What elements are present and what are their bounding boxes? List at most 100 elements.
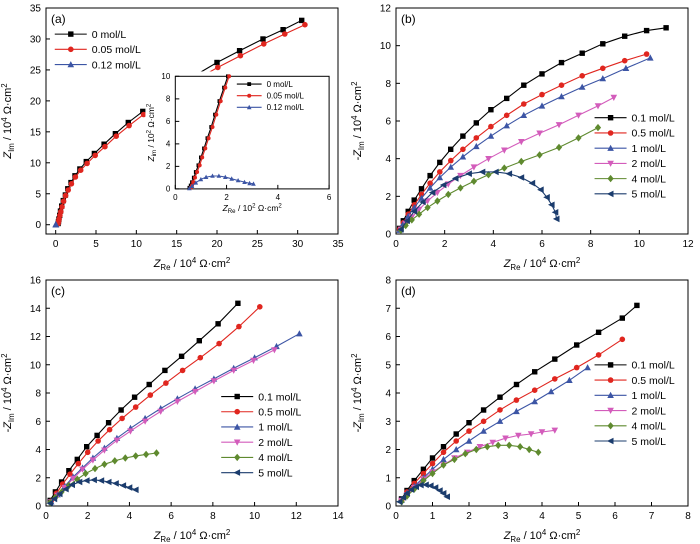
svg-text:0: 0 xyxy=(35,220,41,231)
triangle-up-marker xyxy=(607,144,614,151)
triangle-up-marker xyxy=(426,184,434,191)
svg-text:5: 5 xyxy=(385,360,391,371)
circle-marker xyxy=(600,65,606,72)
triangle-down-marker xyxy=(101,447,108,454)
circle-marker xyxy=(113,133,119,139)
square-marker xyxy=(196,338,202,344)
panel-b-y-axis: 0 2 4 6 8 10 12 xyxy=(380,4,400,241)
triangle-left-marker xyxy=(422,481,429,489)
triangle-down-marker xyxy=(607,160,614,167)
circle-marker xyxy=(448,157,454,164)
panel-a-legend-label-0-12-mol-l: 0.12 mol/L xyxy=(92,59,141,71)
square-marker xyxy=(280,27,286,33)
panel-d-x-axis: 0 1 2 3 4 5 6 7 8 xyxy=(393,502,691,522)
square-marker xyxy=(118,407,124,413)
circle-marker xyxy=(503,112,510,119)
triangle-down-marker xyxy=(434,189,441,197)
triangle-left-marker xyxy=(465,170,472,177)
svg-text:3: 3 xyxy=(503,511,509,522)
square-marker xyxy=(299,17,305,24)
triangle-left-marker xyxy=(606,437,614,445)
circle-marker xyxy=(147,392,154,398)
triangle-left-marker xyxy=(104,478,112,486)
svg-text:6: 6 xyxy=(327,193,332,202)
triangle-down-marker xyxy=(555,122,563,129)
panel-b-legend-label-0-5-mol-l: 0.5 mol/L xyxy=(632,128,675,140)
circle-marker xyxy=(440,449,447,456)
square-marker xyxy=(214,59,220,66)
diamond-marker xyxy=(607,174,614,183)
triangle-up-marker xyxy=(216,173,222,178)
square-marker xyxy=(105,420,112,426)
triangle-down-marker xyxy=(489,439,496,446)
square-marker xyxy=(634,302,640,309)
triangle-left-marker xyxy=(395,498,403,506)
triangle-left-marker xyxy=(492,168,499,176)
square-marker xyxy=(643,27,650,34)
triangle-left-marker xyxy=(431,484,439,491)
triangle-left-marker xyxy=(439,181,447,189)
svg-text:6: 6 xyxy=(385,117,391,128)
diamond-marker xyxy=(485,171,492,179)
square-marker xyxy=(619,315,625,321)
svg-text:2: 2 xyxy=(85,511,91,522)
triangle-up-marker xyxy=(558,93,565,100)
svg-text:0: 0 xyxy=(385,502,391,513)
svg-text:0: 0 xyxy=(35,502,41,513)
triangle-down-marker xyxy=(538,429,546,436)
svg-text:20: 20 xyxy=(211,239,223,250)
square-marker xyxy=(140,108,146,115)
circle-marker xyxy=(473,135,480,141)
panel-a-letter: (a) xyxy=(51,12,66,26)
svg-text:12: 12 xyxy=(30,332,42,343)
panel-b-legend: 0.1 mol/L 0.5 mol/L 1 mol/L 2 mol/L 4 mol/L 5… xyxy=(594,113,675,201)
circle-marker xyxy=(203,146,208,151)
triangle-left-marker xyxy=(399,494,407,501)
svg-text:8: 8 xyxy=(385,79,391,90)
panel-c-legend-label-0-5-mol-l: 0.5 mol/L xyxy=(258,407,301,419)
diamond-marker xyxy=(111,457,118,465)
circle-marker xyxy=(466,428,472,434)
triangle-left-marker xyxy=(543,194,550,201)
triangle-up-marker xyxy=(459,153,467,160)
triangle-up-marker xyxy=(203,174,209,179)
panel-b-letter: (b) xyxy=(401,12,416,26)
circle-marker xyxy=(84,449,91,456)
circle-marker xyxy=(552,376,558,382)
triangle-down-marker xyxy=(457,172,464,180)
triangle-down-marker xyxy=(127,428,134,435)
triangle-down-marker xyxy=(502,435,509,442)
diamond-marker xyxy=(506,441,513,449)
circle-marker xyxy=(453,438,459,444)
svg-text:8: 8 xyxy=(210,511,216,522)
square-marker xyxy=(622,33,628,39)
circle-marker xyxy=(126,122,132,129)
svg-text:0: 0 xyxy=(393,239,399,250)
diamond-marker xyxy=(153,449,160,457)
triangle-up-marker xyxy=(531,398,538,405)
triangle-left-marker xyxy=(90,476,97,484)
triangle-up-marker xyxy=(198,176,204,182)
panel-c-legend-label-5-mol-l: 5 mol/L xyxy=(258,467,293,479)
panel-a-legend: 0 mol/L 0.05 mol/L 0.12 mol/L xyxy=(54,29,141,71)
triangle-down-marker xyxy=(607,407,614,414)
circle-marker xyxy=(140,111,147,118)
svg-text:0: 0 xyxy=(166,185,171,194)
panel-c-background xyxy=(0,272,350,544)
triangle-down-marker xyxy=(113,437,121,444)
panel-a-y-axis-label: ZIm / 104 Ω·cm2 xyxy=(0,83,16,159)
panel-c-series-5-mol-l xyxy=(46,476,139,507)
triangle-left-marker xyxy=(517,174,525,181)
panel-b: 0 2 4 6 8 10 12 0 2 4 6 8 10 12 ZRe / 104 Ω·cm2 -ZIm / … xyxy=(350,0,700,272)
svg-text:10: 10 xyxy=(30,360,42,371)
svg-text:1: 1 xyxy=(385,473,391,484)
square-marker xyxy=(405,208,411,215)
panel-b-legend-label-0-1-mol-l: 0.1 mol/L xyxy=(632,113,675,125)
triangle-left-marker xyxy=(83,477,90,484)
diamond-marker xyxy=(82,469,89,478)
triangle-up-marker xyxy=(607,391,614,398)
circle-marker xyxy=(65,187,71,193)
svg-text:16: 16 xyxy=(30,276,42,287)
panel-c-y-axis: 0 2 4 6 8 10 12 14 16 xyxy=(30,276,50,513)
circle-marker xyxy=(218,99,223,104)
